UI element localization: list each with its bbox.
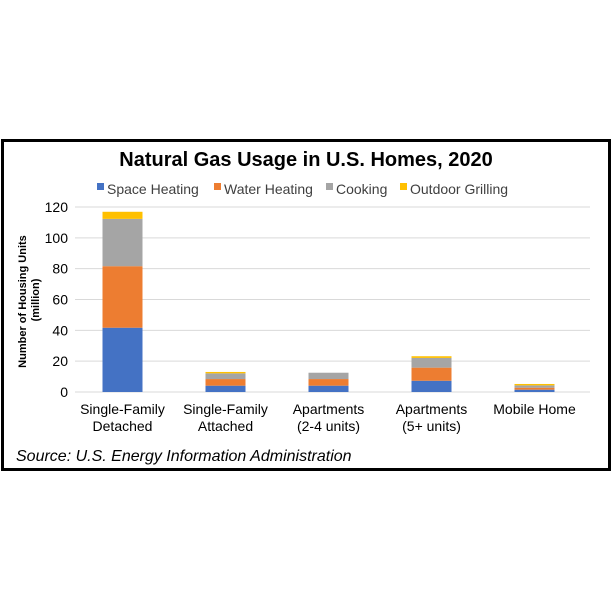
y-tick-label: 80 bbox=[52, 261, 68, 277]
x-category-label: Detached bbox=[93, 418, 153, 434]
bar-segment-cooking bbox=[308, 372, 349, 380]
bar-stack bbox=[514, 383, 555, 392]
bar-segment-space-heating bbox=[205, 385, 246, 392]
bar-segment-outdoor-grilling bbox=[411, 356, 452, 358]
legend-swatch bbox=[214, 183, 221, 190]
bar-stack bbox=[205, 371, 246, 392]
legend-item: Water Heating bbox=[214, 181, 313, 197]
bar-segment-water-heating bbox=[102, 266, 143, 328]
legend: Space Heating Water Heating Cooking Outdoor… bbox=[97, 181, 508, 197]
bar-segment-space-heating bbox=[102, 327, 143, 392]
y-tick-label: 20 bbox=[52, 353, 68, 369]
bar-stack bbox=[308, 372, 349, 392]
bar-segment-space-heating bbox=[411, 380, 452, 392]
x-category-label: Mobile Home bbox=[493, 401, 576, 417]
bar-segment-cooking bbox=[102, 218, 143, 267]
bar-stack bbox=[411, 356, 452, 392]
x-axis-categories: Single-FamilyDetachedSingle-FamilyAttach… bbox=[80, 401, 576, 434]
bar-segment-outdoor-grilling bbox=[102, 211, 143, 219]
bar-segment-water-heating bbox=[308, 379, 349, 386]
legend-swatch bbox=[326, 183, 333, 190]
x-category-label: (5+ units) bbox=[402, 418, 461, 434]
bar-segment-cooking bbox=[411, 357, 452, 368]
bar-segment-cooking bbox=[205, 373, 246, 380]
bar-segment-space-heating bbox=[308, 385, 349, 392]
bar-segment-space-heating bbox=[514, 389, 555, 392]
bar-segment-outdoor-grilling bbox=[514, 383, 555, 386]
legend-label: Water Heating bbox=[224, 181, 313, 197]
x-category-label: (2-4 units) bbox=[297, 418, 360, 434]
y-axis-ticks: 0 20 40 60 80 100 120 bbox=[45, 199, 69, 400]
y-tick-label: 40 bbox=[52, 322, 68, 338]
x-category-label: Attached bbox=[198, 418, 253, 434]
legend-item: Cooking bbox=[326, 181, 387, 197]
legend-item: Outdoor Grilling bbox=[400, 181, 508, 197]
legend-swatch bbox=[97, 183, 104, 190]
x-category-label: Single-Family bbox=[80, 401, 165, 417]
gridlines bbox=[75, 206, 590, 393]
chart-title: Natural Gas Usage in U.S. Homes, 2020 bbox=[119, 149, 493, 171]
x-category-label: Apartments bbox=[293, 401, 365, 417]
bar-stack bbox=[102, 211, 143, 392]
bars bbox=[102, 211, 555, 392]
bar-segment-water-heating bbox=[205, 379, 246, 386]
y-tick-label: 120 bbox=[45, 199, 69, 215]
bar-segment-water-heating bbox=[514, 387, 555, 390]
y-tick-label: 100 bbox=[45, 230, 69, 246]
y-axis-label-line2: (million) bbox=[30, 278, 42, 321]
y-axis-label: Number of Housing Units (million) bbox=[17, 232, 42, 368]
legend-swatch bbox=[400, 183, 407, 190]
legend-label: Outdoor Grilling bbox=[410, 181, 508, 197]
legend-label: Cooking bbox=[336, 181, 387, 197]
bar-segment-cooking bbox=[514, 385, 555, 388]
source-note: Source: U.S. Energy Information Administ… bbox=[16, 448, 352, 465]
y-axis-label-line1: Number of Housing Units bbox=[17, 235, 29, 368]
bar-segment-water-heating bbox=[411, 367, 452, 381]
x-category-label: Apartments bbox=[396, 401, 468, 417]
y-tick-label: 60 bbox=[52, 292, 68, 308]
legend-label: Space Heating bbox=[107, 181, 199, 197]
legend-item: Space Heating bbox=[97, 181, 199, 197]
bar-segment-outdoor-grilling bbox=[205, 371, 246, 374]
y-tick-label: 0 bbox=[60, 384, 68, 400]
x-category-label: Single-Family bbox=[183, 401, 268, 417]
